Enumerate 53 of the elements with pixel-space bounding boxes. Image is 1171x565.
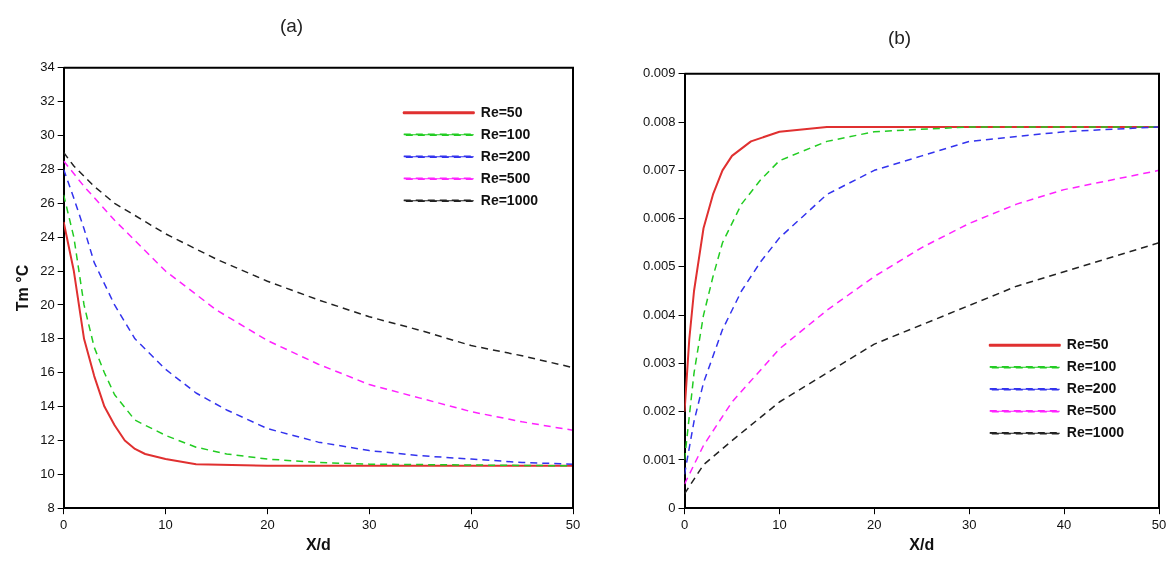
y-tick-label: 14 (40, 398, 55, 414)
y-tick-label: 32 (40, 93, 55, 109)
y-tick-label: 30 (40, 127, 55, 143)
legend-label: Re=200 (480, 147, 531, 164)
x-tick-label: 0 (680, 516, 689, 532)
y-tick-label: 0.007 (642, 161, 676, 177)
y-tick-label: 0 (668, 499, 676, 515)
y-tick-label: 16 (40, 364, 55, 380)
legend-label: Re=200 (1066, 380, 1117, 397)
legend-label: Re=500 (1066, 402, 1117, 419)
x-tick-label: 20 (260, 516, 275, 532)
y-tick-label: 22 (40, 262, 55, 278)
y-tick-label: 12 (40, 432, 55, 448)
y-tick-label: 0.001 (642, 451, 676, 467)
x-tick-label: 50 (565, 516, 581, 532)
line-series (63, 151, 573, 369)
y-tick-label: 24 (40, 228, 55, 244)
x-tick-label: 50 (1151, 516, 1167, 532)
legend-label: Re=50 (480, 103, 523, 120)
y-tick-label: 28 (40, 161, 55, 177)
legend-label: Re=100 (480, 125, 531, 142)
x-axis-title: X/d (909, 535, 935, 553)
legend-label: Re=1000 (1066, 424, 1125, 441)
y-axis-title: Tm °C (14, 264, 32, 312)
legend-label: Re=500 (480, 169, 531, 186)
y-tick-label: 0.002 (642, 403, 676, 419)
y-tick-label: 34 (40, 59, 55, 75)
x-tick-label: 40 (1056, 516, 1072, 532)
legend-label: Re=50 (1066, 336, 1109, 353)
y-tick-label: 26 (40, 194, 55, 210)
chart-title: (b) (887, 26, 912, 48)
x-tick-label: 10 (158, 516, 173, 532)
x-axis-title: X/d (305, 535, 331, 553)
x-tick-label: 40 (463, 516, 479, 532)
y-tick-label: 0.003 (642, 354, 676, 370)
y-tick-label: 20 (40, 296, 55, 312)
y-tick-label: 8 (47, 499, 55, 515)
y-tick-label: 0.005 (642, 258, 676, 274)
legend-label: Re=1000 (480, 191, 539, 208)
x-tick-label: 30 (961, 516, 977, 532)
x-tick-label: 30 (362, 516, 377, 532)
line-series (684, 241, 1159, 495)
x-tick-label: 10 (772, 516, 787, 532)
legend-label: Re=100 (1066, 358, 1117, 375)
chart-title: (a) (279, 14, 304, 36)
x-tick-label: 20 (867, 516, 882, 532)
y-tick-label: 0.006 (642, 210, 676, 226)
y-tick-label: 10 (40, 465, 55, 481)
y-tick-label: 0.004 (642, 306, 676, 322)
y-tick-label: 0.008 (642, 113, 676, 129)
y-tick-label: 18 (40, 330, 55, 346)
y-tick-label: 0.009 (642, 65, 676, 81)
x-tick-label: 0 (60, 516, 68, 532)
